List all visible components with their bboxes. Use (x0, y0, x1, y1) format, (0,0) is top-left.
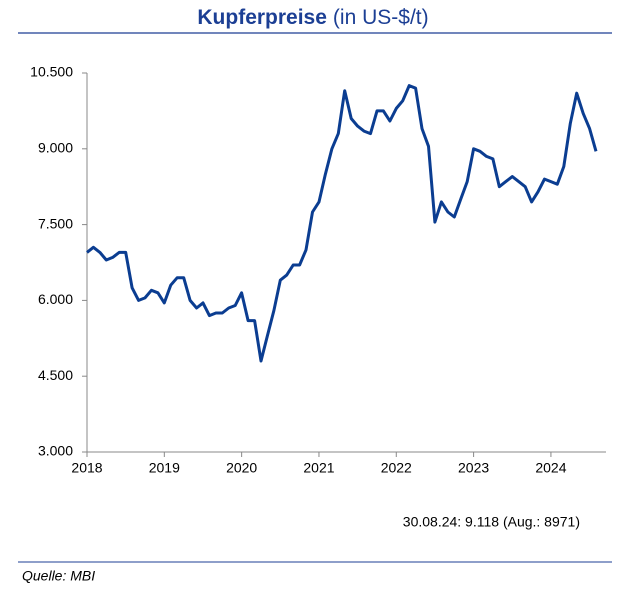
y-tick-label: 9.000 (38, 140, 73, 156)
x-tick-label: 2023 (458, 460, 489, 476)
y-tick-label: 6.000 (38, 291, 73, 307)
y-tick-label: 10.500 (30, 64, 73, 80)
chart-title: Kupferpreise (in US-$/t) (197, 6, 428, 29)
x-tick-label: 2020 (226, 460, 257, 476)
price-line (86, 84, 598, 363)
x-tick-label: 2021 (303, 460, 334, 476)
title: Kupferpreise (197, 6, 327, 29)
x-tick-label: 2022 (381, 460, 412, 476)
annotation: 30.08.24: 9.118 (Aug.: 8971) (403, 514, 580, 530)
x-tick-label: 2019 (149, 460, 180, 476)
subtitle: (in US-$/t) (333, 6, 429, 29)
source: Quelle: MBI (22, 568, 95, 584)
y-tick-label: 4.500 (38, 367, 73, 383)
y-tick-label: 7.500 (38, 215, 73, 231)
x-tick-label: 2024 (535, 460, 566, 476)
x-tick-label: 2018 (71, 460, 102, 476)
y-tick-label: 3.000 (38, 443, 73, 459)
